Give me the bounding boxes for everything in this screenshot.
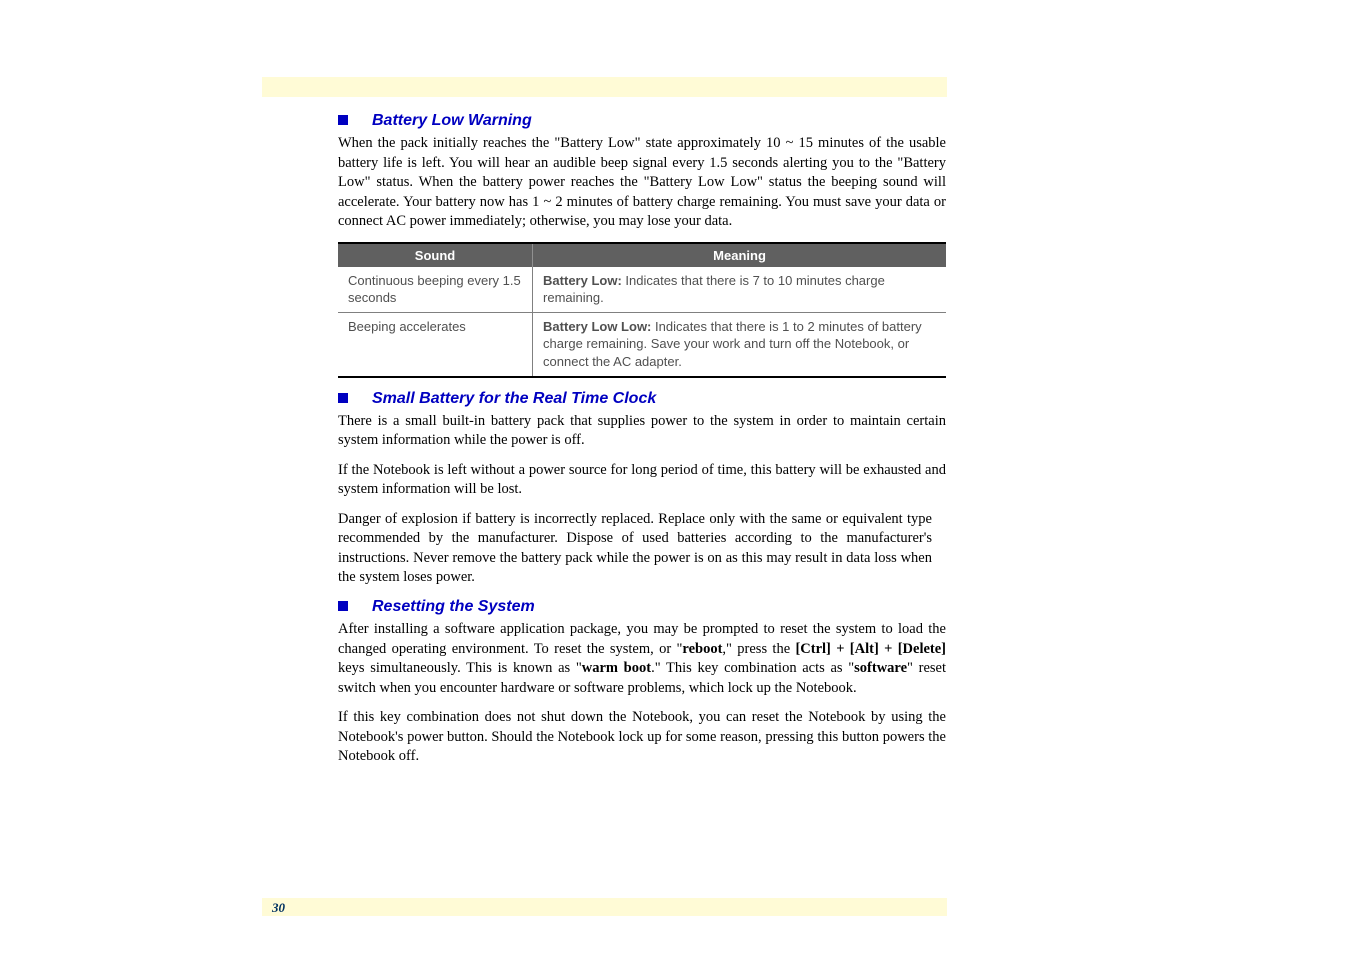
small-battery-p1: There is a small built-in battery pack t… — [338, 412, 946, 451]
bold-label: Battery Low Low: — [543, 319, 651, 334]
small-battery-p3: Danger of explosion if battery is incorr… — [338, 510, 946, 588]
table-row: Beeping accelerates Battery Low Low: Ind… — [338, 312, 946, 376]
text-segment: keys simultaneously. This is known as " — [338, 660, 582, 676]
heading-text: Battery Low Warning — [372, 112, 532, 130]
table-header-row: Sound Meaning — [338, 243, 946, 267]
bold-keys: [Ctrl] + [Alt] + [Delete] — [795, 641, 946, 657]
bullet-icon — [338, 393, 348, 403]
bold-software: software — [854, 660, 907, 676]
battery-low-paragraph: When the pack initially reaches the "Bat… — [338, 134, 946, 232]
small-battery-p2: If the Notebook is left without a power … — [338, 461, 946, 500]
resetting-heading: Resetting the System — [338, 598, 946, 616]
page-number: 30 — [272, 900, 285, 916]
table-row: Continuous beeping every 1.5 seconds Bat… — [338, 267, 946, 313]
footer-bar — [262, 898, 947, 916]
table-cell-meaning: Battery Low Low: Indicates that there is… — [533, 312, 946, 376]
bullet-icon — [338, 601, 348, 611]
battery-low-heading: Battery Low Warning — [338, 112, 946, 130]
heading-text: Small Battery for the Real Time Clock — [372, 390, 656, 408]
table-header-meaning: Meaning — [533, 243, 946, 267]
bold-label: Battery Low: — [543, 273, 622, 288]
header-bar — [262, 77, 947, 97]
bold-reboot: reboot — [682, 641, 722, 657]
table-header-sound: Sound — [338, 243, 533, 267]
heading-text: Resetting the System — [372, 598, 535, 616]
bullet-icon — [338, 115, 348, 125]
table-cell-meaning: Battery Low: Indicates that there is 7 t… — [533, 267, 946, 313]
table-cell-sound: Continuous beeping every 1.5 seconds — [338, 267, 533, 313]
small-battery-heading: Small Battery for the Real Time Clock — [338, 390, 946, 408]
page-content: Battery Low Warning When the pack initia… — [338, 112, 946, 777]
text-segment: ." This key combination acts as " — [651, 660, 854, 676]
text-segment: ," press the — [722, 641, 795, 657]
bold-warmboot: warm boot — [582, 660, 651, 676]
warning-table: Sound Meaning Continuous beeping every 1… — [338, 242, 946, 378]
resetting-p1: After installing a software application … — [338, 620, 946, 698]
table-cell-sound: Beeping accelerates — [338, 312, 533, 376]
resetting-p2: If this key combination does not shut do… — [338, 708, 946, 767]
